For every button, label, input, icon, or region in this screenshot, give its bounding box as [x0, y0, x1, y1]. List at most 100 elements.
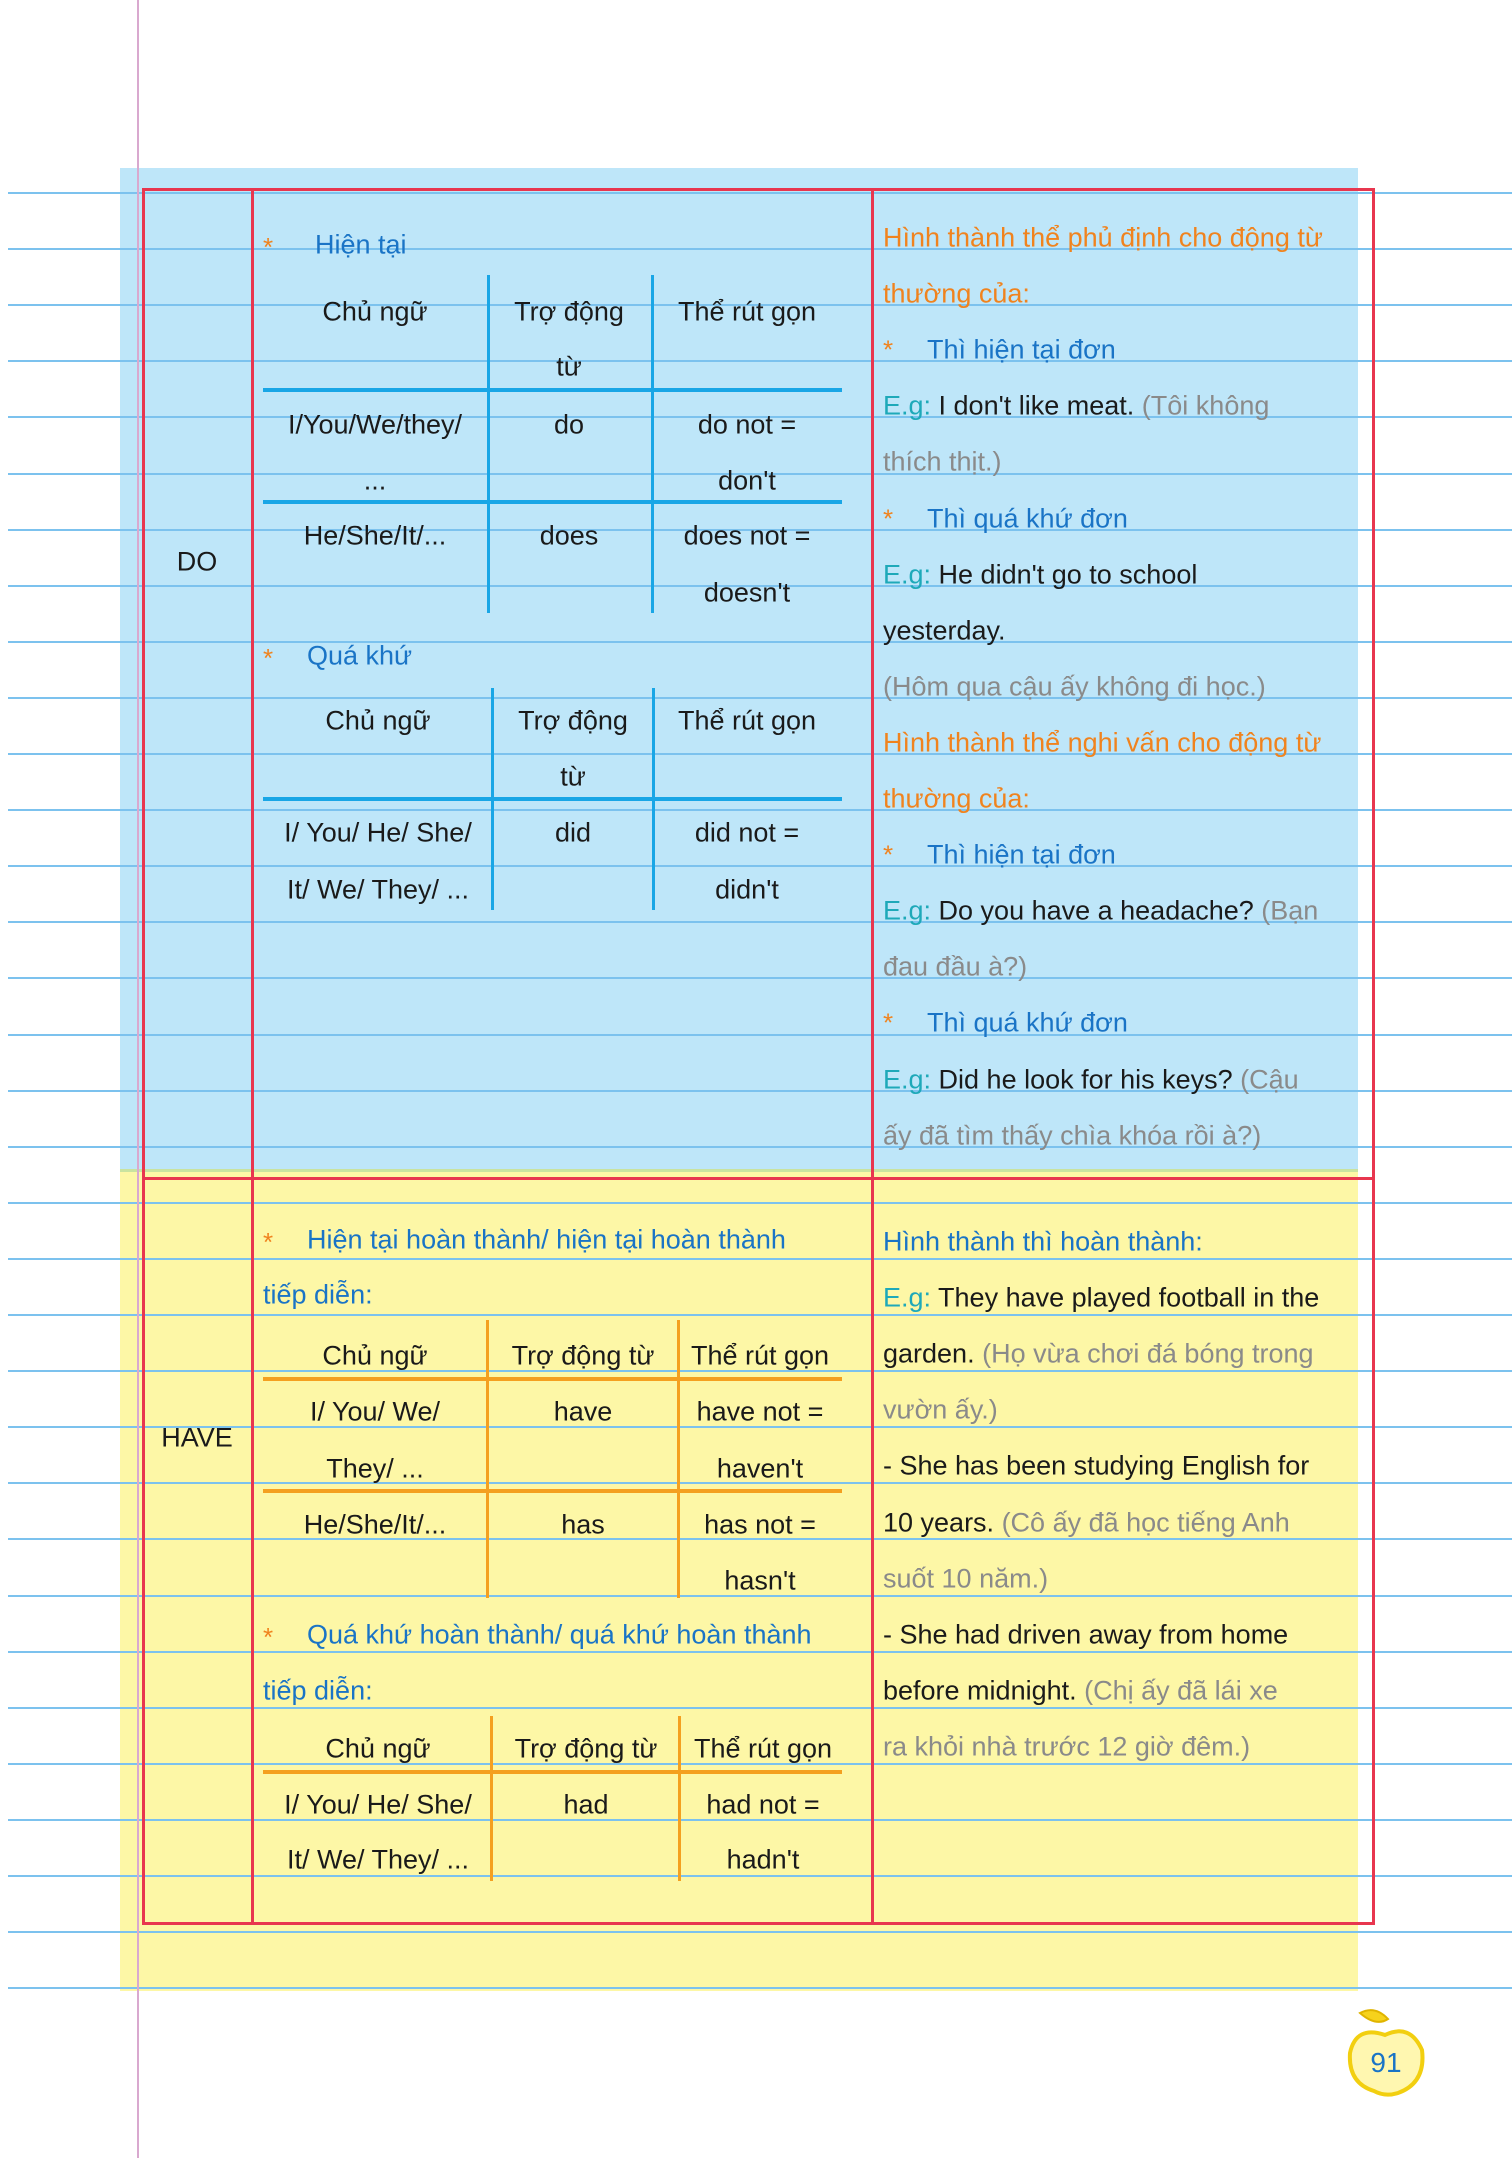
column-header: Trợ động	[514, 296, 624, 327]
note-line: garden. (Họ vừa chơi đá bóng trong	[883, 1338, 1314, 1369]
column-header: Thể rút gọn	[677, 705, 817, 736]
translation-text: (Hôm qua cậu ấy không đi học.)	[883, 671, 1266, 702]
ruled-line	[8, 809, 1512, 812]
note-line: thích thịt.)	[883, 446, 1002, 477]
example-text: yesterday.	[883, 615, 1006, 646]
table-line	[263, 1770, 842, 1774]
note-line: Hình thành thể nghi vấn cho động từ	[883, 729, 1321, 756]
example-text: Did he look for his keys?	[931, 1064, 1233, 1094]
example-label: E.g:	[883, 1064, 932, 1094]
do-section-background	[120, 168, 1358, 1169]
note-heading: thường của:	[883, 783, 1030, 814]
cell: I/You/We/they/	[287, 409, 463, 440]
ruled-line	[8, 753, 1512, 755]
ruled-line	[8, 1201, 1512, 1204]
example-text: 10 years.	[883, 1507, 995, 1537]
example-text: I don't like meat.	[931, 390, 1135, 421]
table-line	[678, 1716, 681, 1881]
note-line: * Thì hiện tại đơn	[883, 334, 1116, 365]
ruled-line	[8, 977, 1512, 980]
have-section-background	[120, 1169, 1358, 1991]
note-heading: Thì hiện tại đơn	[927, 839, 1116, 870]
ruled-line	[8, 472, 1512, 475]
ruled-line	[8, 304, 1512, 307]
table-line	[263, 1489, 842, 1493]
ruled-line	[8, 865, 1512, 868]
ruled-line	[8, 1538, 1512, 1541]
example-text: Do you have a headache?	[931, 895, 1254, 926]
example-text: garden.	[883, 1338, 975, 1369]
note-heading: thường của:	[883, 278, 1030, 309]
example-text: before midnight.	[883, 1675, 1077, 1706]
column-header: Chủ ngữ	[322, 296, 428, 327]
ruled-line	[8, 696, 1512, 699]
example-text: He didn't go to school	[931, 559, 1198, 590]
translation-text: (Cậu	[1232, 1064, 1299, 1094]
cell: does not =	[683, 520, 811, 551]
cell: I/ You/ He/ She/	[284, 1789, 472, 1820]
translation-text: ấy đã tìm thấy chìa khóa rồi à?)	[883, 1120, 1262, 1151]
table-line	[263, 388, 842, 392]
note-line: * Thì quá khứ đơn	[883, 505, 1128, 532]
ruled-line	[8, 640, 1512, 643]
ruled-line	[8, 1987, 1512, 1990]
page-number: 91	[1370, 2047, 1402, 2078]
cell: It/ We/ They/ ...	[286, 874, 470, 905]
note-line: E.g: Do you have a headache? (Bạn	[883, 895, 1319, 926]
cell: had not =	[706, 1789, 820, 1820]
ruled-line	[8, 1706, 1512, 1709]
table-frame	[142, 188, 1375, 1925]
note-line: suốt 10 năm.)	[883, 1565, 1048, 1592]
cell: don't	[718, 465, 776, 496]
cell: He/She/It/...	[303, 1509, 447, 1540]
cell: hasn't	[724, 1565, 796, 1596]
translation-text: (Cô ấy đã học tiếng Anh	[994, 1507, 1290, 1537]
cell: It/ We/ They/ ...	[286, 1844, 470, 1875]
note-line: before midnight. (Chị ấy đã lái xe	[883, 1677, 1278, 1704]
cell: have not =	[696, 1396, 824, 1427]
row-label-do: DO	[176, 546, 218, 577]
cell: does	[539, 520, 599, 551]
ruled-line	[8, 921, 1512, 924]
section-title: tiếp diễn:	[263, 1675, 373, 1706]
translation-text: (Bạn	[1253, 895, 1319, 926]
note-line: ấy đã tìm thấy chìa khóa rồi à?)	[883, 1122, 1261, 1149]
ruled-line	[8, 584, 1512, 587]
ruled-line	[8, 528, 1512, 531]
section-title: tiếp diễn:	[263, 1279, 373, 1310]
section-title: Hiện tại hoàn thành/ hiện tại hoàn thành	[307, 1224, 786, 1255]
table-line	[651, 275, 654, 613]
section-title: Quá khứ	[307, 640, 413, 671]
column-header: Thể rút gọn	[677, 296, 817, 327]
note-heading: Hình thành thể nghi vấn cho động từ	[883, 727, 1322, 758]
cell: has	[561, 1509, 605, 1540]
translation-text: (Chị ấy đã lái xe	[1076, 1675, 1278, 1706]
cell: do	[553, 409, 585, 440]
note-line: yesterday.	[883, 617, 1006, 644]
ruled-line	[8, 360, 1512, 363]
cell: doesn't	[703, 577, 791, 608]
column-header: Thể rút gọn	[693, 1733, 833, 1764]
note-heading: Thì quá khứ đơn	[927, 1007, 1128, 1038]
section-title: Quá khứ hoàn thành/ quá khứ hoàn thành	[307, 1619, 812, 1650]
star-icon: *	[883, 334, 894, 365]
ruled-line	[8, 1314, 1512, 1316]
table-line	[487, 275, 490, 613]
star-icon: *	[263, 1227, 274, 1257]
table-line	[490, 1716, 493, 1881]
cell: didn't	[715, 874, 779, 905]
note-line: E.g: I don't like meat. (Tôi không	[883, 390, 1269, 421]
frame-divider	[871, 188, 874, 1925]
ruled-line	[8, 192, 1512, 194]
ruled-line	[8, 1089, 1512, 1092]
frame-divider	[142, 1177, 1375, 1180]
note-line: * Thì hiện tại đơn	[883, 839, 1116, 870]
ruled-line	[8, 1426, 1512, 1429]
cell: do not =	[697, 409, 797, 440]
cell: had	[563, 1789, 609, 1820]
note-line: E.g: Did he look for his keys? (Cậu	[883, 1066, 1299, 1093]
example-text: - She had driven away from home	[883, 1619, 1289, 1650]
cell: They/ ...	[326, 1453, 424, 1484]
translation-text: thích thịt.)	[883, 446, 1002, 477]
column-header: Trợ động	[518, 705, 628, 736]
